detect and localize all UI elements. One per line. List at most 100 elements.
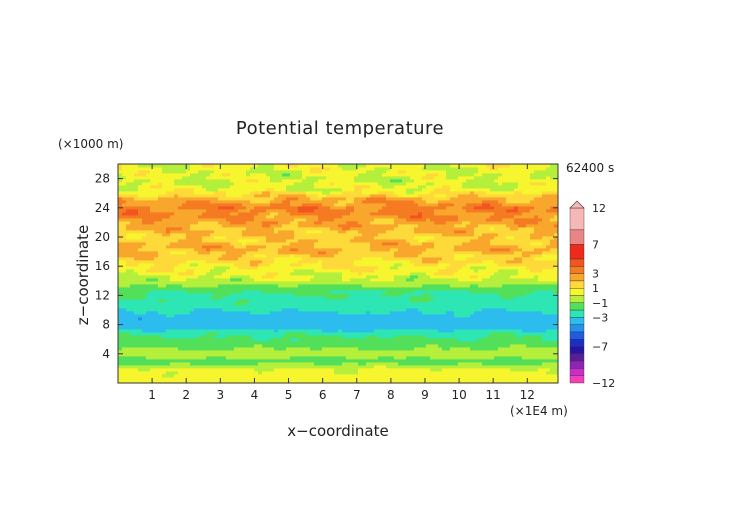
heatmap-cell: [118, 371, 123, 375]
heatmap-cell: [258, 284, 263, 288]
heatmap-cell: [506, 323, 511, 327]
heatmap-cell: [158, 341, 163, 345]
heatmap-cell: [390, 251, 395, 255]
heatmap-cell: [534, 266, 539, 270]
heatmap-cell: [378, 377, 383, 381]
heatmap-cell: [190, 374, 195, 378]
heatmap-cell: [522, 248, 527, 252]
heatmap-cell: [474, 380, 479, 384]
heatmap-cell: [274, 317, 279, 321]
heatmap-cell: [398, 359, 403, 363]
heatmap-cell: [542, 266, 547, 270]
heatmap-cell: [398, 320, 403, 324]
heatmap-cell: [250, 272, 255, 276]
heatmap-cell: [542, 248, 547, 252]
heatmap-cell: [298, 263, 303, 267]
heatmap-cell: [538, 275, 543, 279]
heatmap-cell: [326, 347, 331, 351]
heatmap-cell: [418, 254, 423, 258]
heatmap-cell: [122, 248, 127, 252]
heatmap-cell: [130, 305, 135, 309]
heatmap-cell: [522, 323, 527, 327]
heatmap-cell: [202, 311, 207, 315]
heatmap-cell: [230, 329, 235, 333]
heatmap-cell: [358, 272, 363, 276]
heatmap-cell: [254, 278, 259, 282]
heatmap-cell: [166, 311, 171, 315]
heatmap-cell: [446, 296, 451, 300]
heatmap-cell: [318, 281, 323, 285]
heatmap-cell: [118, 350, 123, 354]
heatmap-cell: [354, 281, 359, 285]
heatmap-cell: [346, 296, 351, 300]
heatmap-cell: [258, 341, 263, 345]
heatmap-cell: [306, 338, 311, 342]
heatmap-cell: [374, 335, 379, 339]
heatmap-cell: [130, 290, 135, 294]
heatmap-cell: [174, 284, 179, 288]
heatmap-cell: [290, 317, 295, 321]
heatmap-cell: [146, 293, 151, 297]
heatmap-cell: [398, 380, 403, 384]
heatmap-cell: [510, 269, 515, 273]
heatmap-cell: [370, 374, 375, 378]
heatmap-cell: [166, 281, 171, 285]
heatmap-cell: [282, 269, 287, 273]
heatmap-cell: [286, 362, 291, 366]
heatmap-cell: [234, 296, 239, 300]
heatmap-cell: [442, 329, 447, 333]
heatmap-cell: [514, 359, 519, 363]
heatmap-cell: [214, 281, 219, 285]
heatmap-cell: [282, 377, 287, 381]
heatmap-cell: [370, 356, 375, 360]
heatmap-cell: [246, 266, 251, 270]
heatmap-cell: [534, 323, 539, 327]
heatmap-cell: [222, 275, 227, 279]
heatmap-cell: [434, 326, 439, 330]
heatmap-cell: [294, 251, 299, 255]
heatmap-cell: [210, 302, 215, 306]
heatmap-cell: [214, 320, 219, 324]
heatmap-cell: [530, 365, 535, 369]
heatmap-cell: [478, 296, 483, 300]
heatmap-cell: [314, 299, 319, 303]
heatmap-cell: [502, 269, 507, 273]
heatmap-cell: [178, 293, 183, 297]
heatmap-cell: [158, 260, 163, 264]
heatmap-cell: [226, 344, 231, 348]
heatmap-cell: [402, 341, 407, 345]
heatmap-cell: [350, 281, 355, 285]
heatmap-cell: [218, 254, 223, 258]
heatmap-cell: [394, 272, 399, 276]
heatmap-cell: [274, 278, 279, 282]
heatmap-cell: [226, 269, 231, 273]
heatmap-cell: [398, 329, 403, 333]
heatmap-cell: [530, 263, 535, 267]
heatmap-cell: [354, 359, 359, 363]
heatmap-cell: [542, 353, 547, 357]
heatmap-cell: [206, 293, 211, 297]
heatmap-cell: [422, 344, 427, 348]
heatmap-cell: [286, 341, 291, 345]
heatmap-cell: [194, 284, 199, 288]
heatmap-cell: [210, 314, 215, 318]
heatmap-cell: [206, 350, 211, 354]
heatmap-cell: [150, 368, 155, 372]
heatmap-cell: [438, 248, 443, 252]
heatmap-cell: [246, 257, 251, 261]
heatmap-cell: [522, 359, 527, 363]
heatmap-cell: [342, 329, 347, 333]
heatmap-cell: [346, 377, 351, 381]
heatmap-cell: [242, 260, 247, 264]
heatmap-cell: [202, 287, 207, 291]
heatmap-cell: [226, 377, 231, 381]
heatmap-cell: [450, 254, 455, 258]
heatmap-cell: [378, 248, 383, 252]
heatmap-cell: [202, 320, 207, 324]
heatmap-cell: [254, 266, 259, 270]
heatmap-cell: [398, 269, 403, 273]
heatmap-cell: [426, 371, 431, 375]
heatmap-cell: [530, 380, 535, 384]
heatmap-cell: [178, 254, 183, 258]
heatmap-cell: [462, 359, 467, 363]
